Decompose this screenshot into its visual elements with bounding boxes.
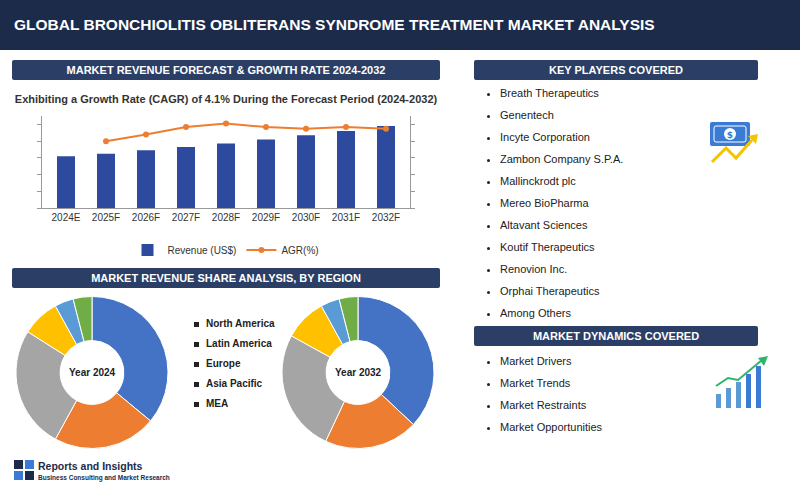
svg-text:2030F: 2030F <box>292 212 320 223</box>
html-text:Market Drivers: Market Drivers <box>500 355 572 367</box>
svg-text:Revenue (US$): Revenue (US$) <box>168 245 237 256</box>
svg-text:2028F: 2028F <box>212 212 240 223</box>
html-text:Market Restraints: Market Restraints <box>500 399 587 411</box>
svg-text:2025F: 2025F <box>92 212 120 223</box>
svg-text:2029F: 2029F <box>252 212 280 223</box>
svg-text:2026F: 2026F <box>132 212 160 223</box>
html-text:KEY PLAYERS COVERED: KEY PLAYERS COVERED <box>549 64 683 76</box>
html-text:GLOBAL BRONCHIOLITIS OBLITERAN: GLOBAL BRONCHIOLITIS OBLITERANS SYNDROME… <box>14 16 655 33</box>
html-text:Reports and Insights: Reports and Insights <box>38 460 143 472</box>
html-text:Incyte Corporation: Incyte Corporation <box>500 131 590 143</box>
svg-text:Year 2024: Year 2024 <box>69 367 116 378</box>
html-text:North America: North America <box>206 318 275 329</box>
svg-text:Year 2032: Year 2032 <box>335 367 382 378</box>
svg-text:2027F: 2027F <box>172 212 200 223</box>
html-text:Zambon Company S.P.A.: Zambon Company S.P.A. <box>500 153 624 165</box>
html-text:Koutif Therapeutics: Koutif Therapeutics <box>500 241 595 253</box>
svg-text:$: $ <box>727 130 733 140</box>
html-text:Exhibiting a Growth Rate (CAGR: Exhibiting a Growth Rate (CAGR) of 4.1% … <box>14 93 438 105</box>
html-text:Asia Pacific: Asia Pacific <box>206 378 263 389</box>
html-text:Breath Therapeutics: Breath Therapeutics <box>500 87 599 99</box>
svg-text:2031F: 2031F <box>332 212 360 223</box>
svg-text:AGR(%): AGR(%) <box>281 245 318 256</box>
html-text:Europe: Europe <box>206 358 241 369</box>
html-text:Orphai Therapeutics: Orphai Therapeutics <box>500 285 600 297</box>
html-text:Latin America: Latin America <box>206 338 272 349</box>
svg-text:2032F: 2032F <box>372 212 400 223</box>
html-text:Genentech: Genentech <box>500 109 554 121</box>
html-text:Among Others: Among Others <box>500 307 571 319</box>
html-text:Renovion Inc.: Renovion Inc. <box>500 263 568 275</box>
html-text:MARKET DYNAMICS COVERED: MARKET DYNAMICS COVERED <box>532 330 700 342</box>
html-text:Altavant Sciences: Altavant Sciences <box>500 219 588 231</box>
html-text:Market Trends: Market Trends <box>500 377 571 389</box>
html-text:MEA: MEA <box>206 398 229 409</box>
html-text:Mereo BioPharma: Mereo BioPharma <box>500 197 589 209</box>
html-text:MARKET REVENUE FORECAST & GROW: MARKET REVENUE FORECAST & GROWTH RATE 20… <box>66 64 386 76</box>
html-text:Mallinckrodt plc: Mallinckrodt plc <box>500 175 576 187</box>
html-text:MARKET REVENUE SHARE ANALYSIS,: MARKET REVENUE SHARE ANALYSIS, BY REGION <box>91 272 361 284</box>
html-text:Business Consulting and Market: Business Consulting and Market Research <box>38 474 170 481</box>
svg-text:2024E: 2024E <box>52 212 81 223</box>
html-text:Market Opportunities: Market Opportunities <box>500 421 603 433</box>
